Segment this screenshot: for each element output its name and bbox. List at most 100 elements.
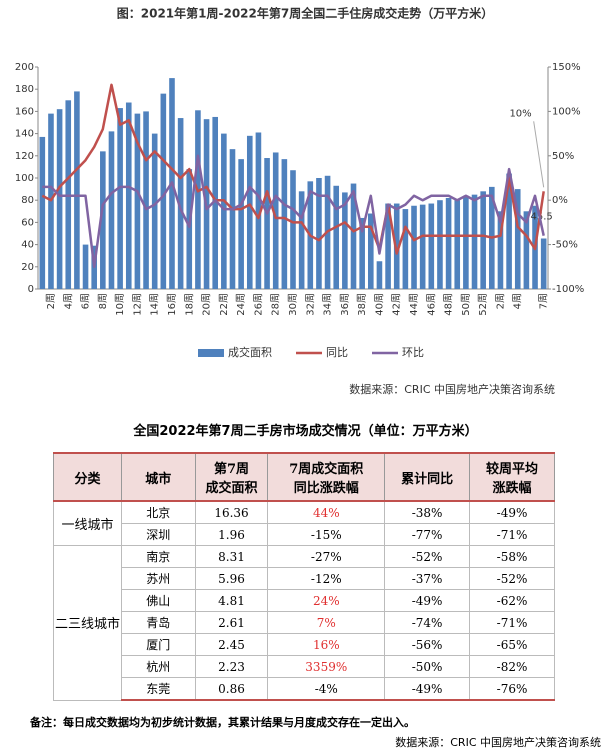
- bar: [281, 159, 288, 289]
- y-tick-label: 60: [21, 217, 34, 228]
- y-tick-label: 120: [15, 151, 34, 162]
- table-cell: 苏州: [120, 567, 196, 590]
- table-cell: -49%: [384, 589, 471, 612]
- bar: [333, 185, 340, 289]
- table-cell: -37%: [384, 567, 471, 590]
- bar: [117, 108, 123, 289]
- table-row: 苏州 5.96 -12% -37% -52%: [54, 567, 555, 590]
- table-cell: 2.61: [194, 611, 269, 634]
- bar: [221, 133, 227, 289]
- bar: [151, 133, 158, 289]
- x-tick-label: 46周: [425, 293, 437, 316]
- table-row: 深圳 1.96 -15% -77% -71%: [54, 523, 555, 546]
- line: [42, 154, 545, 269]
- header-text: 成交面积: [205, 481, 258, 496]
- y-tick-label: 200: [15, 62, 34, 73]
- table-cell: -27%: [267, 545, 386, 568]
- x-tick-label: 4周: [512, 293, 524, 309]
- x-tick-label: 48周: [443, 293, 455, 316]
- bar: [437, 200, 443, 289]
- bar: [471, 194, 478, 289]
- x-tick-label: 10周: [114, 293, 126, 316]
- chart-title: 图：2021年第1周-2022年第7周全国二手住房成交走势（万平方米）: [117, 6, 493, 21]
- bar: [160, 93, 167, 289]
- y2-tick-label: -50%: [552, 240, 578, 251]
- y2-tick-label: 50%: [552, 151, 574, 162]
- table-cell: 0.86: [194, 677, 269, 701]
- bar: [359, 217, 365, 289]
- bar: [143, 111, 149, 290]
- bar: [186, 169, 193, 289]
- header-cell: 第7周成交面积: [194, 452, 269, 502]
- table-cell: 2.45: [194, 633, 269, 656]
- header-text: 较周平均: [486, 462, 539, 477]
- y-tick-label: 140: [15, 129, 34, 140]
- table-cell: -52%: [384, 545, 471, 568]
- table-cell: -50%: [384, 655, 471, 678]
- legend-label: 同比: [326, 346, 348, 359]
- y-tick-label: 20: [21, 262, 34, 273]
- bar: [367, 213, 374, 289]
- y-tick-label: 100: [15, 173, 34, 184]
- x-tick-label: 6周: [80, 293, 92, 309]
- bar: [195, 110, 201, 289]
- bar: [385, 203, 391, 289]
- bar: [428, 203, 435, 289]
- table-cell: 东莞: [120, 677, 196, 701]
- x-tick-label: 52周: [477, 293, 489, 316]
- x-tick-label: 36周: [339, 293, 351, 316]
- x-tick-label: 50周: [460, 293, 472, 316]
- x-tick-label: 16周: [166, 293, 178, 316]
- table-cell: 深圳: [120, 523, 196, 546]
- x-tick-label: 8周: [97, 293, 109, 309]
- bar: [108, 131, 115, 289]
- table-cell: -82%: [469, 655, 555, 678]
- chart: 图：2021年第1周-2022年第7周全国二手住房成交走势（万平方米） 数据来源…: [15, 6, 584, 397]
- source: 数据来源：CRIC 中国房地产决策咨询系统: [395, 736, 601, 749]
- group-cell: 二三线城市: [53, 545, 122, 701]
- legend-label: 成交面积: [228, 345, 272, 359]
- y-tick-label: 40: [21, 240, 34, 251]
- header-cell: 7周成交面积 同比涨跌幅: [267, 452, 386, 502]
- bar: [463, 195, 469, 289]
- y2-tick-label: 150%: [552, 62, 581, 73]
- bar: [177, 118, 184, 289]
- bar: [411, 205, 417, 289]
- bar: [82, 244, 89, 289]
- table-cell: 7%: [267, 611, 386, 634]
- table-cell: -38%: [384, 500, 471, 524]
- x-tick-label: 28周: [270, 293, 282, 316]
- table-cell: -74%: [384, 611, 471, 634]
- table-cell: -52%: [469, 567, 555, 590]
- table-row: 厦门 2.45 16% -56% -65%: [54, 633, 555, 656]
- bar: [290, 170, 296, 289]
- data-label: 45.5: [531, 211, 553, 222]
- table-cell: -49%: [469, 500, 555, 524]
- header-text: 累计同比: [401, 471, 454, 487]
- legend-label: 环比: [402, 346, 424, 359]
- header-text: 涨跌幅: [492, 481, 532, 496]
- x-tick-label: 4周: [62, 293, 74, 309]
- y-tick-label: 180: [15, 84, 34, 95]
- table-cell: 南京: [120, 545, 196, 568]
- bar: [238, 159, 244, 289]
- x-tick-label: 44周: [408, 293, 420, 316]
- bar: [506, 173, 512, 289]
- y2-tick-label: 100%: [552, 106, 581, 117]
- x-tick-label: 32周: [304, 293, 316, 316]
- table-cell: 44%: [267, 500, 386, 524]
- bar: [342, 192, 348, 289]
- header-cell: 城市: [120, 452, 196, 502]
- bar: [272, 152, 279, 289]
- bar: [246, 135, 253, 289]
- bar: [523, 211, 530, 289]
- bar: [316, 178, 322, 289]
- table-cell: 青岛: [120, 611, 196, 634]
- header-text: 第7周: [213, 462, 250, 477]
- x-tick-label: 42周: [391, 293, 403, 316]
- table-row: 青岛 2.61 7% -74% -71%: [54, 611, 555, 634]
- table-row: 一线城市 北京 16.36 44% -38% -49%: [53, 500, 555, 546]
- bar: [350, 183, 357, 289]
- table-cell: -15%: [267, 523, 386, 546]
